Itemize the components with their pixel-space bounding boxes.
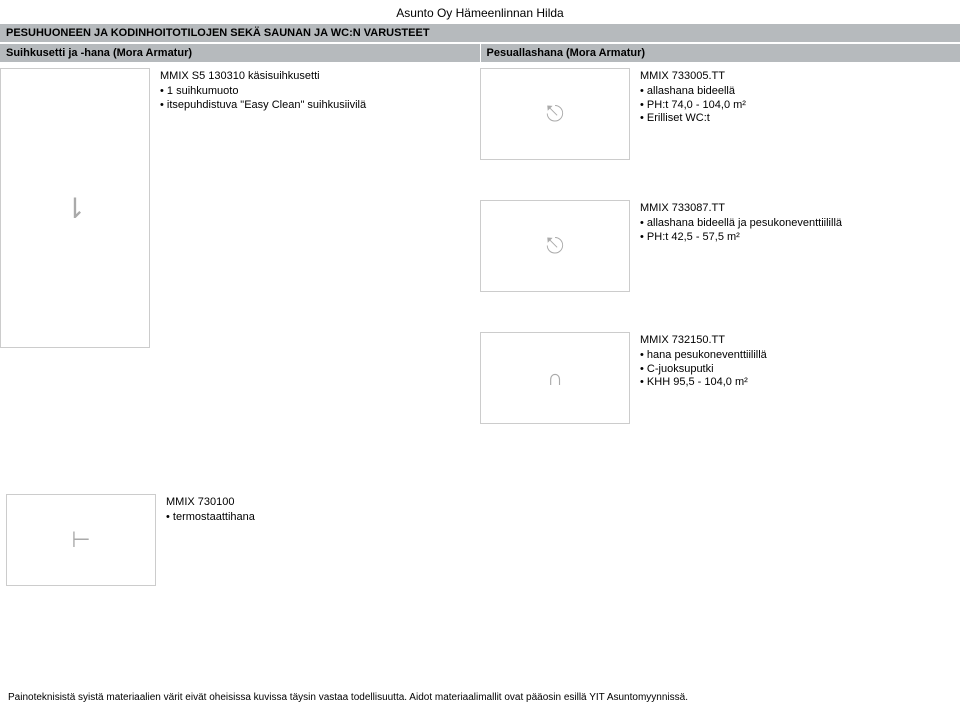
product-desc: MMIX 733087.TT allashana bideellä ja pes…	[640, 200, 842, 292]
left-column: ⇂ MMIX S5 130310 käsisuihkusetti 1 suihk…	[0, 68, 480, 464]
bottom-product-row: ⊢ MMIX 730100 termostaattihana	[0, 484, 960, 586]
footer-note: Painoteknisistä syistä materiaalien väri…	[8, 692, 688, 703]
bullet: Erilliset WC:t	[640, 112, 746, 126]
bullet: KHH 95,5 - 104,0 m²	[640, 376, 767, 390]
bullet: C-juoksuputki	[640, 363, 767, 377]
product-row: ⎋ MMIX 733087.TT allashana bideellä ja p…	[480, 200, 960, 292]
product-image: ⇂	[0, 68, 150, 348]
bullet: 1 suihkumuoto	[160, 85, 366, 99]
product-desc: MMIX 732150.TT hana pesukoneventtiilillä…	[640, 332, 767, 424]
right-header: Pesuallashana (Mora Armatur)	[481, 44, 960, 62]
bullet: hana pesukoneventtiilillä	[640, 349, 767, 363]
product-image: ⎋	[480, 68, 630, 160]
product-bullets: hana pesukoneventtiilillä C-juoksuputki …	[640, 349, 767, 390]
sub-header-bar: Suihkusetti ja -hana (Mora Armatur) Pesu…	[0, 44, 960, 62]
content-area: ⇂ MMIX S5 130310 käsisuihkusetti 1 suihk…	[0, 62, 960, 464]
product-image: ⎋	[480, 200, 630, 292]
product-title: MMIX 733005.TT	[640, 70, 746, 84]
left-header: Suihkusetti ja -hana (Mora Armatur)	[0, 44, 480, 62]
bullet: PH:t 42,5 - 57,5 m²	[640, 231, 842, 245]
product-bullets: allashana bideellä ja pesukoneventtiilil…	[640, 217, 842, 245]
section-bar: PESUHUONEEN JA KODINHOITOTILOJEN SEKÄ SA…	[0, 24, 960, 42]
bullet: itsepuhdistuva "Easy Clean" suihkusiivil…	[160, 99, 366, 113]
product-image: ∩	[480, 332, 630, 424]
bullet: allashana bideellä	[640, 85, 746, 99]
product-desc: MMIX S5 130310 käsisuihkusetti 1 suihkum…	[160, 68, 366, 464]
product-title: MMIX 732150.TT	[640, 334, 767, 348]
bullet: allashana bideellä ja pesukoneventtiilil…	[640, 217, 842, 231]
product-row: ⎋ MMIX 733005.TT allashana bideellä PH:t…	[480, 68, 960, 160]
product-desc: MMIX 733005.TT allashana bideellä PH:t 7…	[640, 68, 746, 160]
product-bullets: allashana bideellä PH:t 74,0 - 104,0 m² …	[640, 85, 746, 126]
product-desc: MMIX 730100 termostaattihana	[166, 494, 255, 586]
product-image: ⊢	[6, 494, 156, 586]
product-title: MMIX 730100	[166, 496, 255, 510]
right-column: ⎋ MMIX 733005.TT allashana bideellä PH:t…	[480, 68, 960, 464]
product-title: MMIX 733087.TT	[640, 202, 842, 216]
bullet: termostaattihana	[166, 511, 255, 525]
bullet: PH:t 74,0 - 104,0 m²	[640, 99, 746, 113]
product-bullets: termostaattihana	[166, 511, 255, 525]
product-row: ∩ MMIX 732150.TT hana pesukoneventtiilil…	[480, 332, 960, 424]
product-title: MMIX S5 130310 käsisuihkusetti	[160, 70, 366, 84]
product-bullets: 1 suihkumuoto itsepuhdistuva "Easy Clean…	[160, 85, 366, 113]
doc-title: Asunto Oy Hämeenlinnan Hilda	[0, 0, 960, 24]
